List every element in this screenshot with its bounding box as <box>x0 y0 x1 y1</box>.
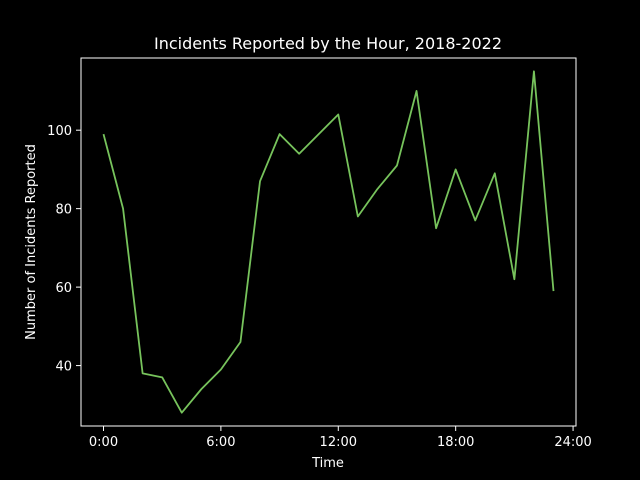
x-axis-label: Time <box>311 456 344 471</box>
y-tick-label: 40 <box>55 360 72 375</box>
y-tick-label: 80 <box>55 203 72 218</box>
y-tick-label: 100 <box>47 124 72 139</box>
x-tick-label: 18:00 <box>437 435 474 450</box>
ticks-layer: 0:00 6:00 12:00 18:00 24:00 40 60 80 100 <box>47 124 592 450</box>
x-tick-label: 12:00 <box>320 435 357 450</box>
y-axis-label: Number of Incidents Reported <box>24 144 39 340</box>
series-line <box>102 70 555 414</box>
plot-area <box>80 57 577 427</box>
x-tick-label: 6:00 <box>206 435 235 450</box>
chart-title: Incidents Reported by the Hour, 2018-202… <box>154 34 502 53</box>
x-tick-label: 24:00 <box>554 435 591 450</box>
y-tick-label: 60 <box>55 281 72 296</box>
x-tick-label: 0:00 <box>89 435 118 450</box>
series-layer <box>102 70 555 414</box>
